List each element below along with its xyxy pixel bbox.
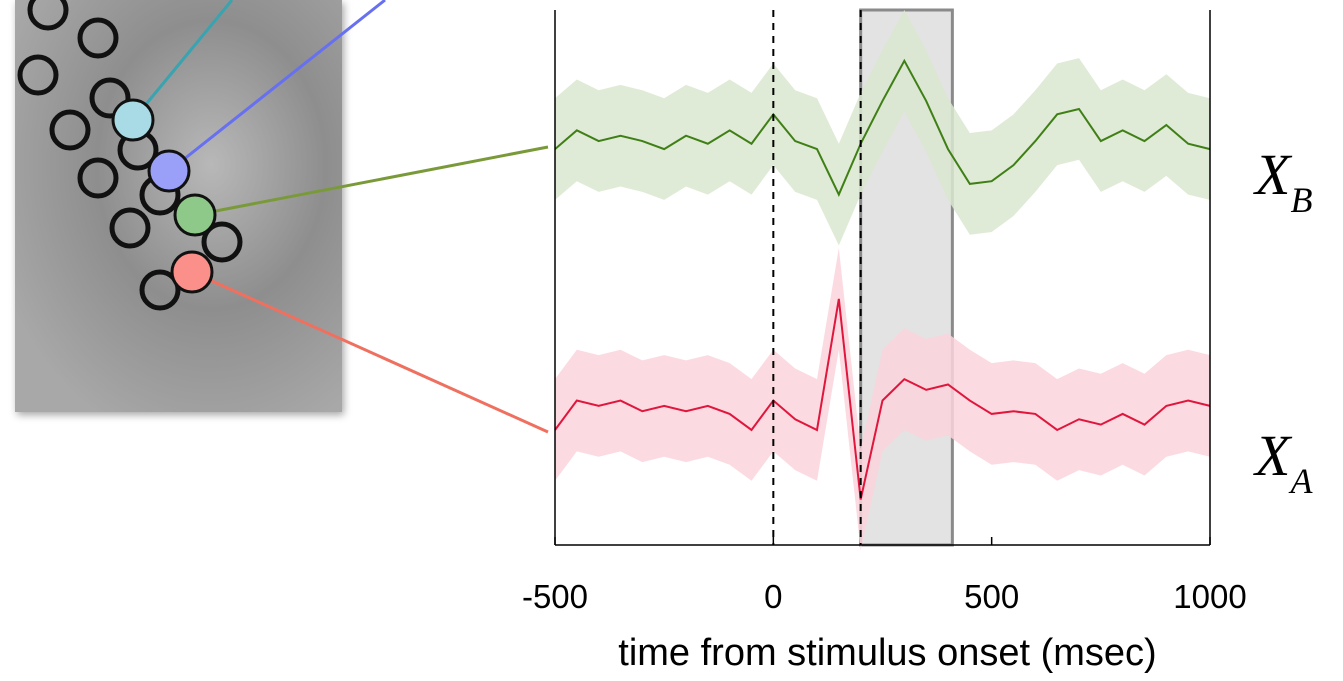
series-line <box>554 58 1211 197</box>
x-tick-label: 500 <box>964 578 1019 615</box>
series-label: XA <box>1253 423 1313 501</box>
x-tick-label: -500 <box>522 578 588 615</box>
series-subscript: B <box>1290 180 1312 220</box>
series-label: XB <box>1253 142 1312 220</box>
x-axis-label: time from stimulus onset (msec) <box>618 632 1156 674</box>
x-tick-label: 0 <box>764 578 782 615</box>
connectors <box>131 0 549 434</box>
micrograph <box>15 0 549 434</box>
series-name: X <box>1253 142 1293 207</box>
selected-cells <box>111 98 217 294</box>
series-subscript: A <box>1288 461 1313 501</box>
x-tick-label: 1000 <box>1173 578 1246 615</box>
series-name: X <box>1253 423 1293 488</box>
error-band <box>555 10 1210 246</box>
series-line <box>554 298 1211 500</box>
